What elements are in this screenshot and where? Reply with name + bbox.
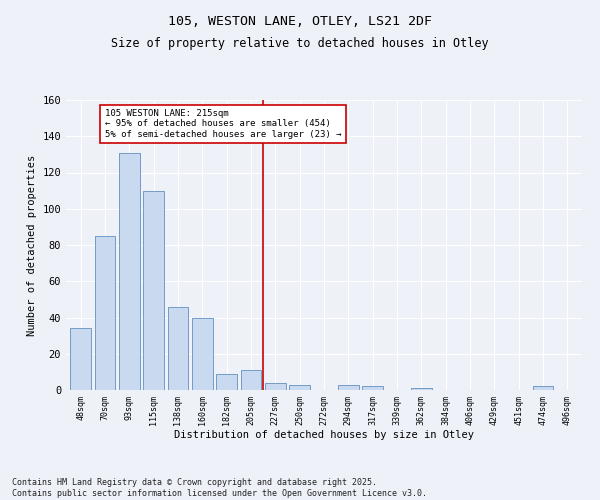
Bar	[95, 236, 115, 390]
Bar	[362, 386, 383, 390]
Text: Size of property relative to detached houses in Otley: Size of property relative to detached ho…	[111, 38, 489, 51]
Bar	[241, 370, 262, 390]
Bar	[143, 190, 164, 390]
Y-axis label: Number of detached properties: Number of detached properties	[27, 154, 37, 336]
Bar	[289, 384, 310, 390]
Bar	[338, 384, 359, 390]
Bar	[411, 388, 432, 390]
Text: Contains HM Land Registry data © Crown copyright and database right 2025.
Contai: Contains HM Land Registry data © Crown c…	[12, 478, 427, 498]
Text: 105 WESTON LANE: 215sqm
← 95% of detached houses are smaller (454)
5% of semi-de: 105 WESTON LANE: 215sqm ← 95% of detache…	[105, 109, 341, 139]
Bar	[70, 328, 91, 390]
Bar	[265, 383, 286, 390]
Text: 105, WESTON LANE, OTLEY, LS21 2DF: 105, WESTON LANE, OTLEY, LS21 2DF	[168, 15, 432, 28]
Bar	[192, 318, 212, 390]
X-axis label: Distribution of detached houses by size in Otley: Distribution of detached houses by size …	[174, 430, 474, 440]
Bar	[216, 374, 237, 390]
Bar	[119, 152, 140, 390]
Bar	[167, 306, 188, 390]
Bar	[533, 386, 553, 390]
